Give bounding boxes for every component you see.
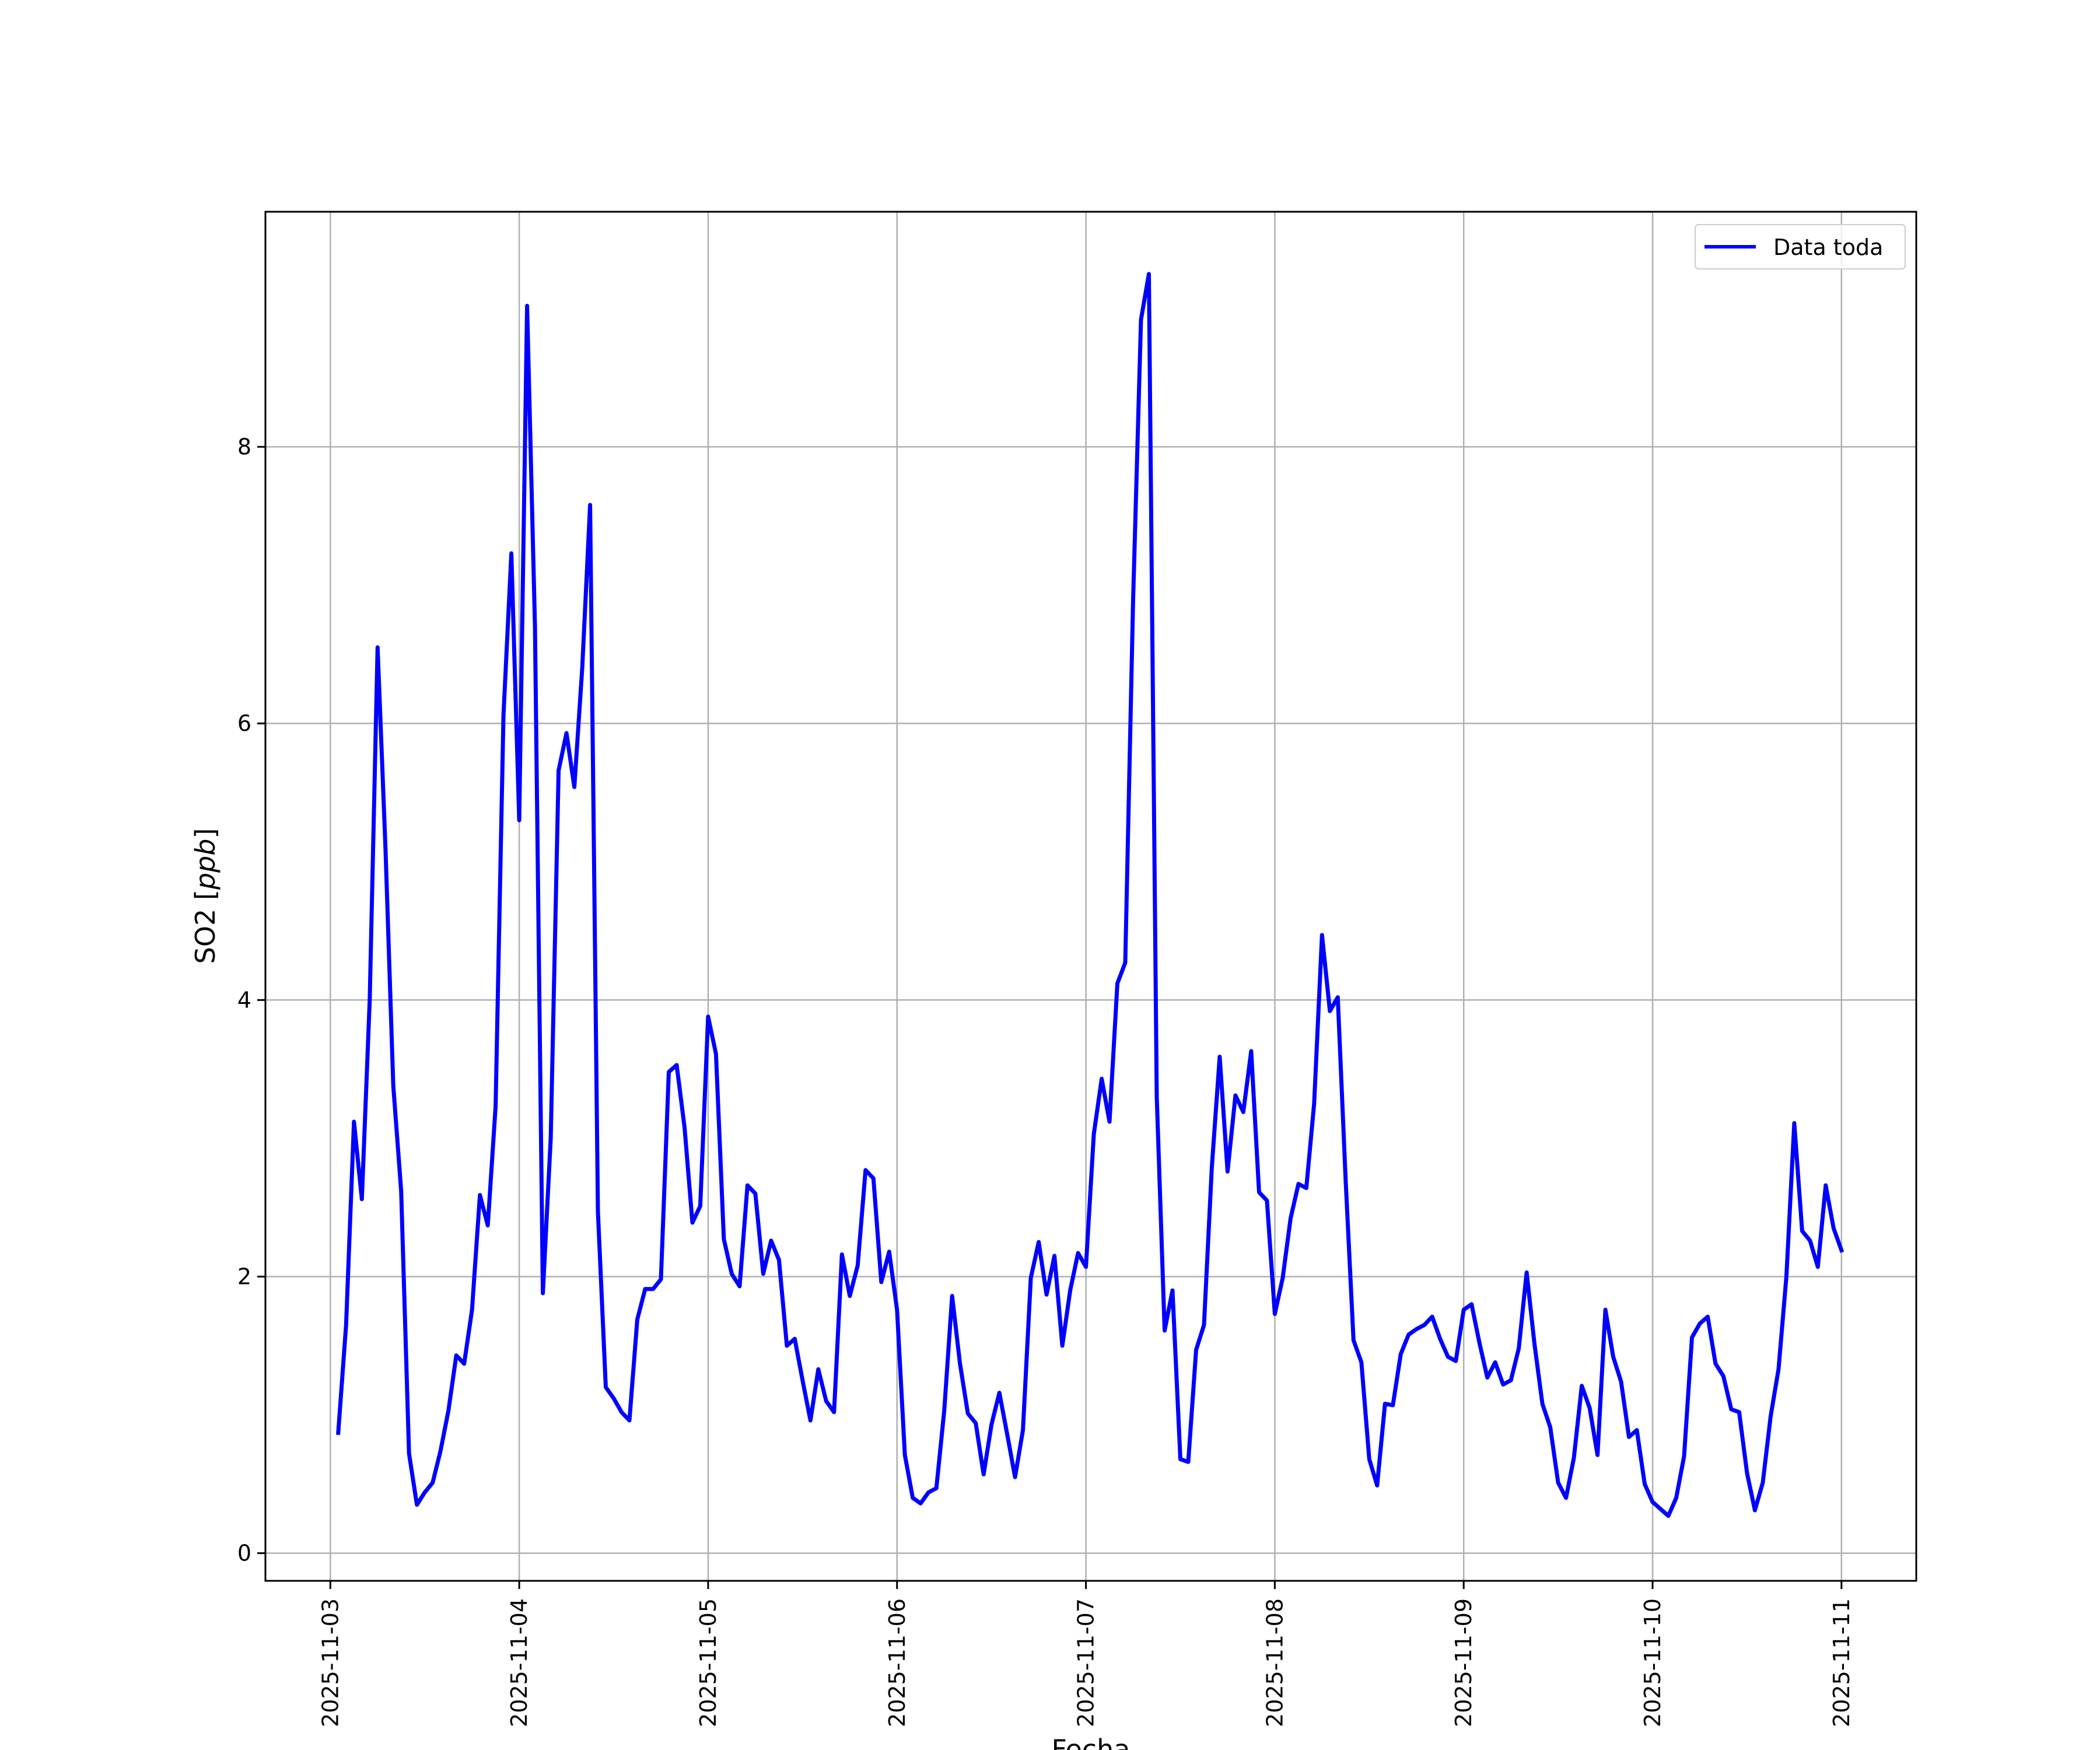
y-tick-label: 8 [237, 434, 251, 460]
x-tick-label: 2025-11-07 [1073, 1598, 1099, 1727]
x-tick-label: 2025-11-05 [695, 1598, 721, 1727]
y-tick-label: 6 [237, 710, 251, 736]
y-axis-label: SO2 [ppb] [190, 828, 221, 964]
x-tick-label: 2025-11-03 [317, 1598, 343, 1727]
x-axis-ticks: 2025-11-03 2025-11-04 2025-11-05 2025-11-06… [317, 1581, 1854, 1727]
y-axis-label-bracket-open: [ [190, 890, 221, 900]
x-axis-label: Fecha [1052, 1734, 1130, 1750]
y-axis-label-main: SO2 [190, 900, 221, 964]
x-tick-label: 2025-11-09 [1451, 1598, 1476, 1727]
series-group [336, 272, 1845, 1518]
y-axis-ticks: 0 2 4 6 8 [237, 434, 265, 1566]
y-tick-label: 4 [237, 987, 251, 1013]
x-tick-label: 2025-11-08 [1262, 1598, 1287, 1727]
plot-area-frame [264, 211, 1917, 1582]
x-tick-label: 2025-11-04 [506, 1598, 532, 1727]
x-tick-label: 2025-11-10 [1640, 1598, 1665, 1727]
y-axis-label-unit: ppb [190, 839, 221, 891]
series-line-0 [336, 272, 1845, 1518]
y-tick-label: 2 [237, 1264, 251, 1289]
y-axis-label-bracket-close: ] [190, 828, 221, 839]
legend-box [1695, 224, 1906, 270]
y-tick-label: 0 [237, 1541, 251, 1566]
x-tick-label: 2025-11-11 [1829, 1598, 1854, 1727]
legend-label: Data toda [1773, 235, 1883, 260]
legend: Data toda [1695, 224, 1906, 270]
grid-lines [265, 212, 1916, 1581]
x-tick-label: 2025-11-06 [884, 1598, 910, 1727]
